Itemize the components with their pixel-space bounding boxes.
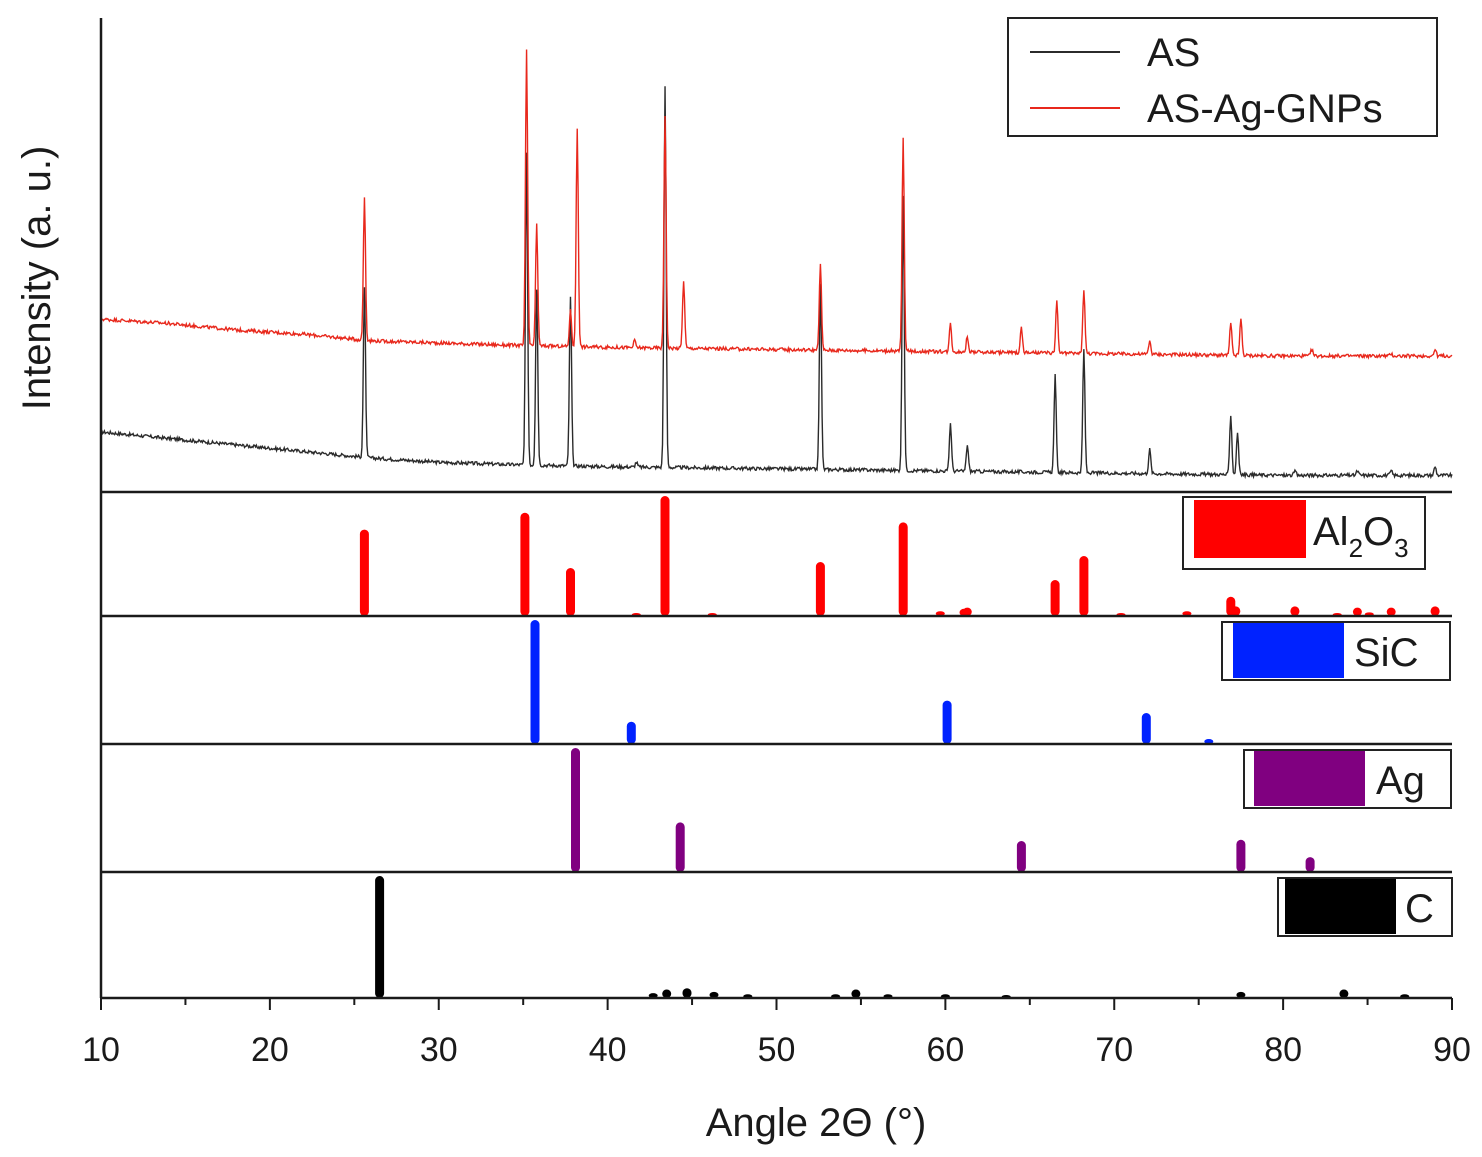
x-tick-label-50: 50 (758, 1031, 796, 1069)
ref-peak-al2o3-12 (1079, 556, 1089, 616)
ref-peak-al2o3-19 (1352, 607, 1362, 616)
legend-ag: Ag (1243, 749, 1452, 809)
ref-peak-al2o3-22 (1430, 606, 1440, 616)
ref-peak-c-11 (1236, 991, 1246, 998)
legend-al2o3-label: Al2O3 (1313, 510, 1409, 563)
legend-label-as: AS (1147, 31, 1200, 75)
x-tick-label-40: 40 (589, 1031, 627, 1069)
x-axis-title: Angle 2Θ (°) (706, 1101, 927, 1145)
ref-peak-sic-0 (530, 620, 540, 744)
x-tick-label-70: 70 (1095, 1031, 1133, 1069)
x-tick-label-10: 10 (82, 1031, 120, 1069)
ref-peak-sic-3 (1141, 713, 1151, 744)
x-tick-label-90: 90 (1433, 1031, 1471, 1069)
ref-peak-al2o3-16 (1231, 606, 1241, 616)
ref-peak-sic-1 (626, 721, 636, 744)
ref-peak-al2o3-21 (1386, 607, 1396, 616)
legend-ag-label: Ag (1376, 759, 1425, 803)
x-tick-label-20: 20 (251, 1031, 289, 1069)
ref-peak-ag-4 (1305, 857, 1315, 872)
legend-sic-swatch (1233, 623, 1344, 678)
axes-layer: 10 20 30 40 50 60 70 80 90 (82, 18, 1471, 1069)
x-tick-label-80: 80 (1264, 1031, 1302, 1069)
ref-peak-al2o3-17 (1290, 606, 1300, 616)
ref-peak-al2o3-7 (898, 522, 908, 616)
legend-sic-label: SiC (1354, 631, 1418, 675)
spectra-layer (100, 49, 1453, 480)
x-tick-label-60: 60 (926, 1031, 964, 1069)
legend-label-as-ag-gnps: AS-Ag-GNPs (1147, 87, 1383, 131)
ref-peak-ag-1 (675, 822, 685, 872)
ref-peak-al2o3-4 (660, 496, 670, 616)
ref-peak-sic-2 (942, 700, 952, 744)
series-line-as (100, 86, 1453, 480)
legend-c-label: C (1405, 887, 1434, 931)
ref-peak-ag-0 (571, 748, 580, 872)
legend-c-swatch (1285, 879, 1396, 934)
legend-ag-swatch (1254, 751, 1365, 806)
ref-peak-c-4 (709, 991, 719, 998)
ref-peak-al2o3-10 (962, 607, 972, 616)
ref-peak-ag-3 (1236, 839, 1246, 872)
ref-peak-ag-2 (1016, 841, 1026, 872)
legend-al2o3: Al2O3 (1182, 496, 1426, 570)
ref-peak-c-0 (375, 876, 385, 998)
ref-peak-c-3 (682, 988, 692, 998)
series-line-as-ag-gnps (100, 49, 1453, 361)
main-legend: AS AS-Ag-GNPs (1007, 17, 1438, 137)
y-axis-title: Intensity (a. u.) (15, 146, 59, 411)
ref-peak-al2o3-0 (359, 529, 369, 616)
legend-c: C (1277, 877, 1453, 937)
ref-peak-c-2 (662, 989, 672, 998)
legend-sic: SiC (1221, 621, 1451, 681)
x-tick-label-30: 30 (420, 1031, 458, 1069)
ref-peak-c-7 (851, 989, 861, 998)
ref-peak-al2o3-1 (520, 512, 530, 616)
legend-al2o3-swatch (1194, 500, 1306, 558)
ref-peak-al2o3-2 (566, 568, 575, 616)
ref-peak-al2o3-6 (815, 562, 825, 616)
ref-peak-al2o3-11 (1050, 580, 1060, 616)
ref-peak-c-12 (1339, 989, 1349, 998)
main-legend-box (1007, 17, 1438, 137)
